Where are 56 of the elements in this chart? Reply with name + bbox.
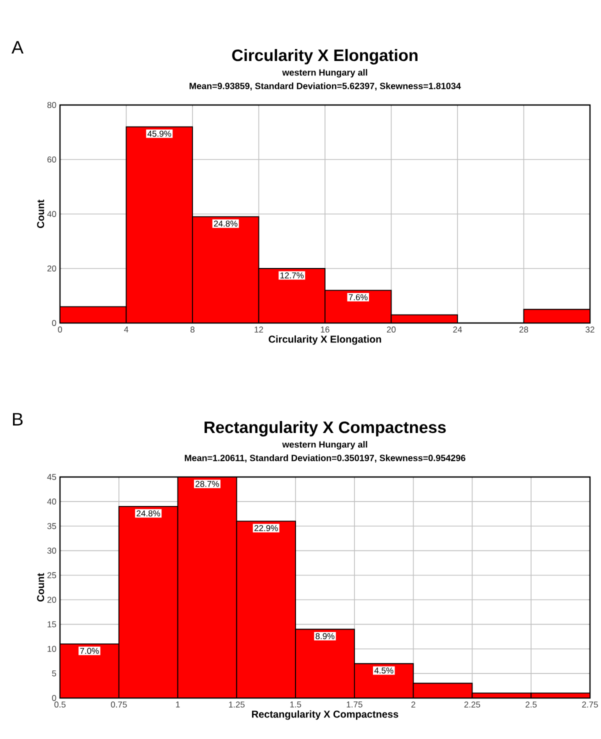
x-tick-label: 28	[519, 326, 528, 333]
x-tick-label: 32	[586, 326, 594, 333]
x-tick-label: 0.5	[54, 702, 66, 708]
text: Mean=9.93859, Standard Deviation=5.62397, Skewness=1.81034	[190, 82, 461, 90]
x-tick-label: 1.5	[290, 702, 302, 708]
annotation: 28.7%	[196, 480, 219, 487]
chart-title: Circularity X Elongation	[232, 49, 418, 64]
y-tick-label: 25	[47, 572, 56, 578]
annotation: 24.8%	[214, 220, 238, 227]
annotation: 45.9%	[148, 130, 172, 137]
y-tick-label: 40	[47, 498, 56, 505]
y-axis-title: Count	[37, 200, 44, 228]
x-tick-label: 2.75	[582, 702, 598, 708]
y-tick-label: 60	[47, 156, 56, 163]
chart-subtitle: western Hungary all	[282, 69, 368, 78]
chart-title: Rectangularity X Compactness	[204, 421, 446, 436]
x-tick-label: 12	[254, 326, 264, 332]
x-tick-label: 8	[190, 326, 194, 333]
y-axis-title: Count	[37, 573, 44, 602]
chart-subtitle: western Hungary all	[282, 441, 368, 450]
x-tick-label: 20	[386, 326, 396, 333]
x-tick-label: 2	[411, 702, 416, 708]
annotation: 12.7%	[280, 272, 304, 278]
y-tick-label: 5	[52, 670, 56, 676]
x-axis-title: Circularity X Elongation	[268, 335, 382, 345]
x-tick-label: 1.25	[229, 702, 245, 708]
y-tick-label: 10	[48, 646, 56, 652]
y-tick-label: 20	[47, 596, 56, 603]
x-tick-label: 0.75	[110, 702, 127, 708]
x-tick-label: 1	[176, 702, 180, 708]
annotation: 7.6%	[348, 294, 368, 300]
annotation: 8.9%	[316, 633, 334, 640]
y-tick-label: 40	[47, 210, 56, 218]
y-tick-label: 0	[52, 320, 56, 326]
y-tick-label: 80	[47, 102, 56, 108]
y-tick-label: 0	[52, 694, 56, 701]
x-tick-label: 2.5	[526, 702, 537, 708]
y-tick-label: 45	[47, 474, 56, 480]
annotation: 24.8%	[136, 510, 160, 516]
x-tick-label: 2.25	[464, 702, 480, 708]
x-axis-title: Rectangularity X Compactness	[252, 710, 398, 720]
text: B	[13, 413, 23, 426]
x-tick-label: 16	[320, 326, 330, 333]
y-tick-label: 30	[47, 548, 56, 554]
y-tick-label: 35	[47, 523, 56, 530]
text: A	[12, 41, 24, 54]
x-tick-label: 0	[58, 326, 62, 333]
y-tick-label: 15	[48, 621, 56, 628]
x-tick-label: 1.75	[346, 702, 362, 708]
y-tick-label: 20	[47, 265, 56, 272]
annotation: 4.5%	[374, 668, 394, 674]
x-tick-label: 24	[453, 326, 462, 332]
annotation: 7.0%	[80, 648, 99, 654]
x-tick-label: 4	[124, 326, 128, 332]
text: Mean=1.20611, Standard Deviation=0.350197, Skewness=0.954296	[184, 454, 466, 462]
annotation: 22.9%	[254, 525, 278, 532]
